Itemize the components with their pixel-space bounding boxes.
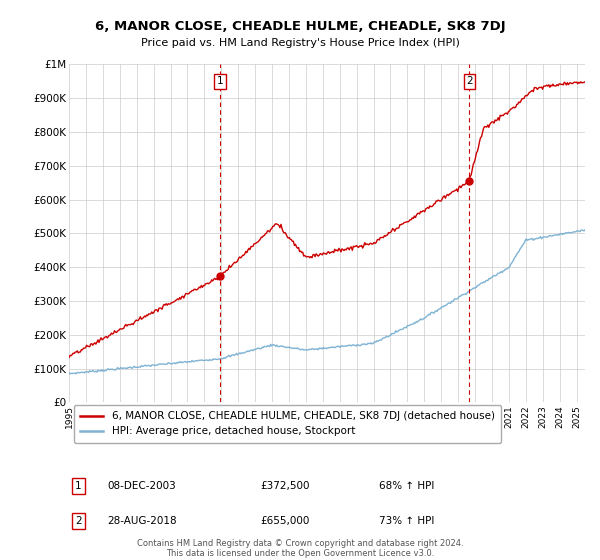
Text: 6, MANOR CLOSE, CHEADLE HULME, CHEADLE, SK8 7DJ: 6, MANOR CLOSE, CHEADLE HULME, CHEADLE, … bbox=[95, 20, 505, 32]
Text: £372,500: £372,500 bbox=[260, 481, 310, 491]
Text: 08-DEC-2003: 08-DEC-2003 bbox=[108, 481, 176, 491]
Text: Price paid vs. HM Land Registry's House Price Index (HPI): Price paid vs. HM Land Registry's House … bbox=[140, 38, 460, 48]
Text: £655,000: £655,000 bbox=[260, 516, 309, 526]
Legend: 6, MANOR CLOSE, CHEADLE HULME, CHEADLE, SK8 7DJ (detached house), HPI: Average p: 6, MANOR CLOSE, CHEADLE HULME, CHEADLE, … bbox=[74, 405, 501, 442]
Text: 2: 2 bbox=[75, 516, 82, 526]
Text: 1: 1 bbox=[217, 76, 223, 86]
Text: 1: 1 bbox=[75, 481, 82, 491]
Text: 68% ↑ HPI: 68% ↑ HPI bbox=[379, 481, 434, 491]
Text: 2: 2 bbox=[466, 76, 472, 86]
Text: 73% ↑ HPI: 73% ↑ HPI bbox=[379, 516, 434, 526]
Text: Contains HM Land Registry data © Crown copyright and database right 2024.
This d: Contains HM Land Registry data © Crown c… bbox=[137, 539, 463, 558]
Text: 28-AUG-2018: 28-AUG-2018 bbox=[108, 516, 178, 526]
